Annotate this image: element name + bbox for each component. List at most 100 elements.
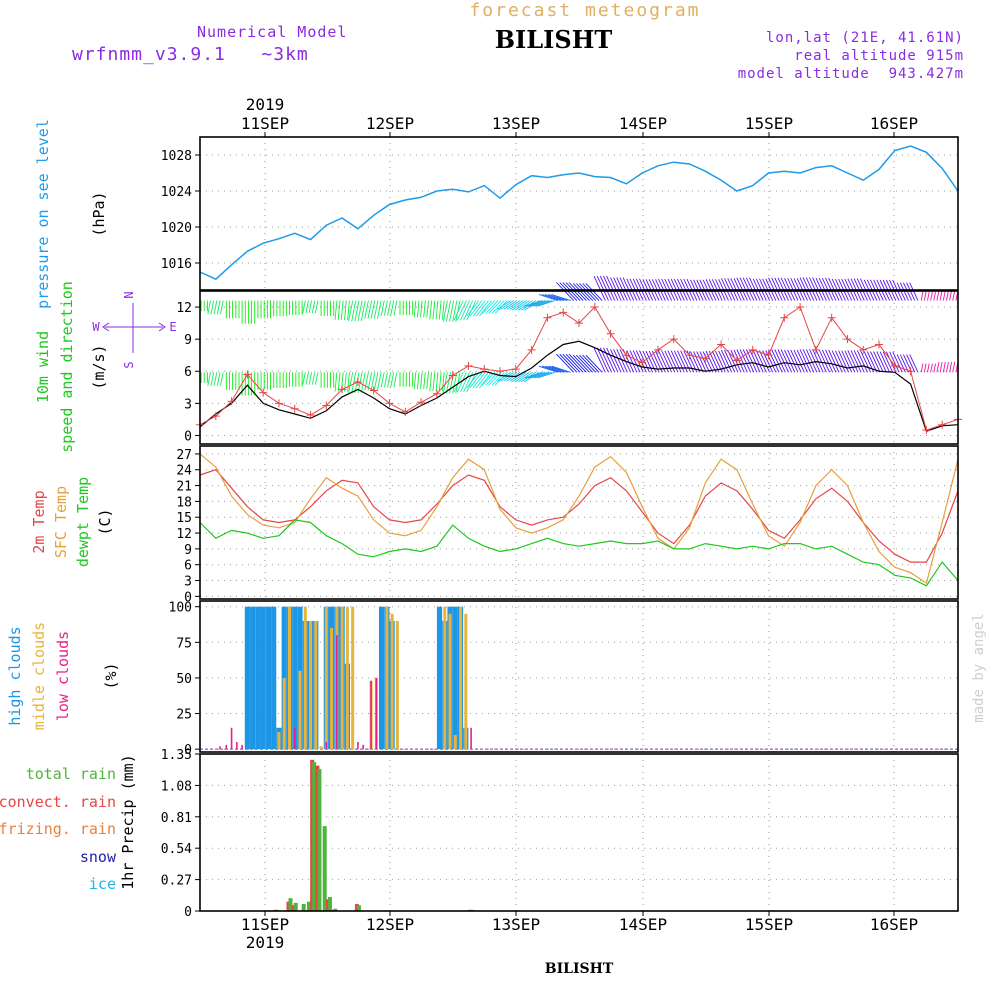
wind-barb	[452, 300, 458, 322]
mid-cloud-bar	[287, 606, 291, 750]
model-altitude: model altitude 943.427m	[737, 66, 964, 82]
wind-barb	[482, 300, 496, 314]
high-cloud-bar	[436, 606, 443, 750]
ytick-label-pressure: 1016	[161, 257, 192, 272]
wind-barb	[664, 350, 676, 373]
total-rain-bar	[312, 762, 317, 911]
wind-barb	[790, 349, 802, 373]
ytick-label-clouds: 100	[169, 601, 192, 616]
wind-barb	[923, 363, 927, 373]
wind-barb	[920, 363, 924, 373]
wind-gust-marker	[369, 386, 378, 395]
wind-barb	[821, 349, 834, 373]
wind-barb	[939, 362, 943, 373]
real-altitude: real altitude 915m	[794, 48, 964, 64]
wind-barb	[730, 349, 742, 373]
wind-barb	[537, 300, 555, 307]
wind-barb	[373, 300, 379, 319]
ytick-label-precipitation: 1.08	[161, 779, 192, 794]
wind-gust-marker	[448, 371, 457, 380]
wind-barb	[622, 277, 635, 301]
mid-cloud-bar	[303, 606, 307, 750]
wind-barb	[859, 350, 872, 373]
wind-barb	[420, 372, 423, 390]
ytick-label-precipitation: 0	[184, 905, 192, 920]
high-cloud-bar	[452, 606, 458, 750]
temp-series-line-2	[199, 519, 959, 587]
wind-barb	[426, 372, 429, 390]
wind-barb	[456, 372, 467, 393]
top-date-label: 11SEP	[241, 114, 289, 133]
temp-series-line-1	[199, 453, 959, 585]
wind-barb	[438, 300, 442, 320]
station-name: BILISHT	[494, 25, 613, 54]
wind-barb	[936, 362, 940, 373]
wind-barb	[432, 300, 436, 320]
wind-gust-marker	[780, 313, 789, 322]
top-date-label: 16SEP	[870, 114, 918, 133]
wind-barb	[802, 277, 815, 301]
wind-barb	[945, 290, 949, 301]
wind-gust-marker	[385, 399, 394, 408]
temp-series-line-0	[199, 469, 959, 563]
wind-barb	[616, 349, 628, 373]
wind-barb	[548, 294, 568, 302]
ytick-label-temperature: 24	[176, 464, 192, 479]
wind-gust-marker	[227, 397, 236, 406]
bottom-date-label: 11SEP	[241, 915, 289, 934]
wind-barb	[216, 372, 221, 386]
model-label: Numerical Model	[197, 23, 348, 41]
wind-barb	[220, 372, 224, 386]
wind-barb	[551, 365, 571, 373]
wind-gust-marker	[748, 345, 757, 354]
wind-gust-marker	[653, 345, 662, 354]
wind-barb	[927, 363, 930, 373]
wind-barb	[784, 349, 796, 373]
wind-barb	[416, 300, 420, 318]
compass-north-label: N	[122, 291, 136, 298]
wind-gust-marker	[401, 407, 410, 416]
wind-barb	[847, 350, 859, 373]
bottom-year-label: 2019	[246, 933, 285, 952]
wind-gust-marker	[575, 319, 583, 328]
wind-barb	[491, 371, 505, 386]
wind-barb	[724, 349, 736, 373]
panel-frame-precipitation	[199, 753, 959, 912]
wind-barb	[755, 350, 767, 373]
wind-barb	[708, 350, 720, 373]
wind-barb	[423, 372, 426, 390]
wind-gust-marker	[243, 370, 252, 379]
high-cloud-bar	[244, 606, 250, 750]
wind-barb	[472, 300, 486, 317]
wind-barb	[207, 300, 211, 315]
wind-barb	[442, 300, 448, 322]
high-cloud-bar	[292, 606, 298, 750]
wind-barb	[445, 300, 452, 322]
bottom-date-label: 13SEP	[492, 915, 540, 934]
mid-cloud-bar	[351, 606, 355, 750]
wind-gust-marker	[338, 385, 347, 394]
wind-gust-marker	[543, 313, 552, 322]
high-cloud-bar	[255, 606, 261, 750]
mid-cloud-bar	[464, 613, 468, 750]
wind-gust-marker	[827, 313, 836, 322]
wind-barb	[579, 354, 597, 373]
mid-cloud-bar	[453, 734, 457, 750]
low-cloud-bar	[293, 727, 296, 750]
mid-cloud-bar	[298, 670, 302, 750]
wind-barb	[390, 372, 395, 388]
wind-barb	[585, 354, 603, 373]
wind-barb	[383, 300, 388, 316]
precip-legend-1: convect. rain	[0, 793, 116, 811]
wind-barb	[435, 300, 439, 320]
wind-gust-marker	[259, 388, 268, 397]
wind-barb	[548, 365, 568, 373]
wind-barb	[749, 349, 761, 373]
wind-barb	[469, 300, 483, 317]
bottom-date-label: 16SEP	[870, 915, 918, 934]
top-date-label: 14SEP	[619, 114, 667, 133]
ytick-label-precipitation: 0.54	[161, 842, 192, 857]
ytick-label-temperature: 0	[184, 590, 192, 605]
top-date-label: 13SEP	[492, 114, 540, 133]
low-cloud-bar	[219, 746, 221, 750]
